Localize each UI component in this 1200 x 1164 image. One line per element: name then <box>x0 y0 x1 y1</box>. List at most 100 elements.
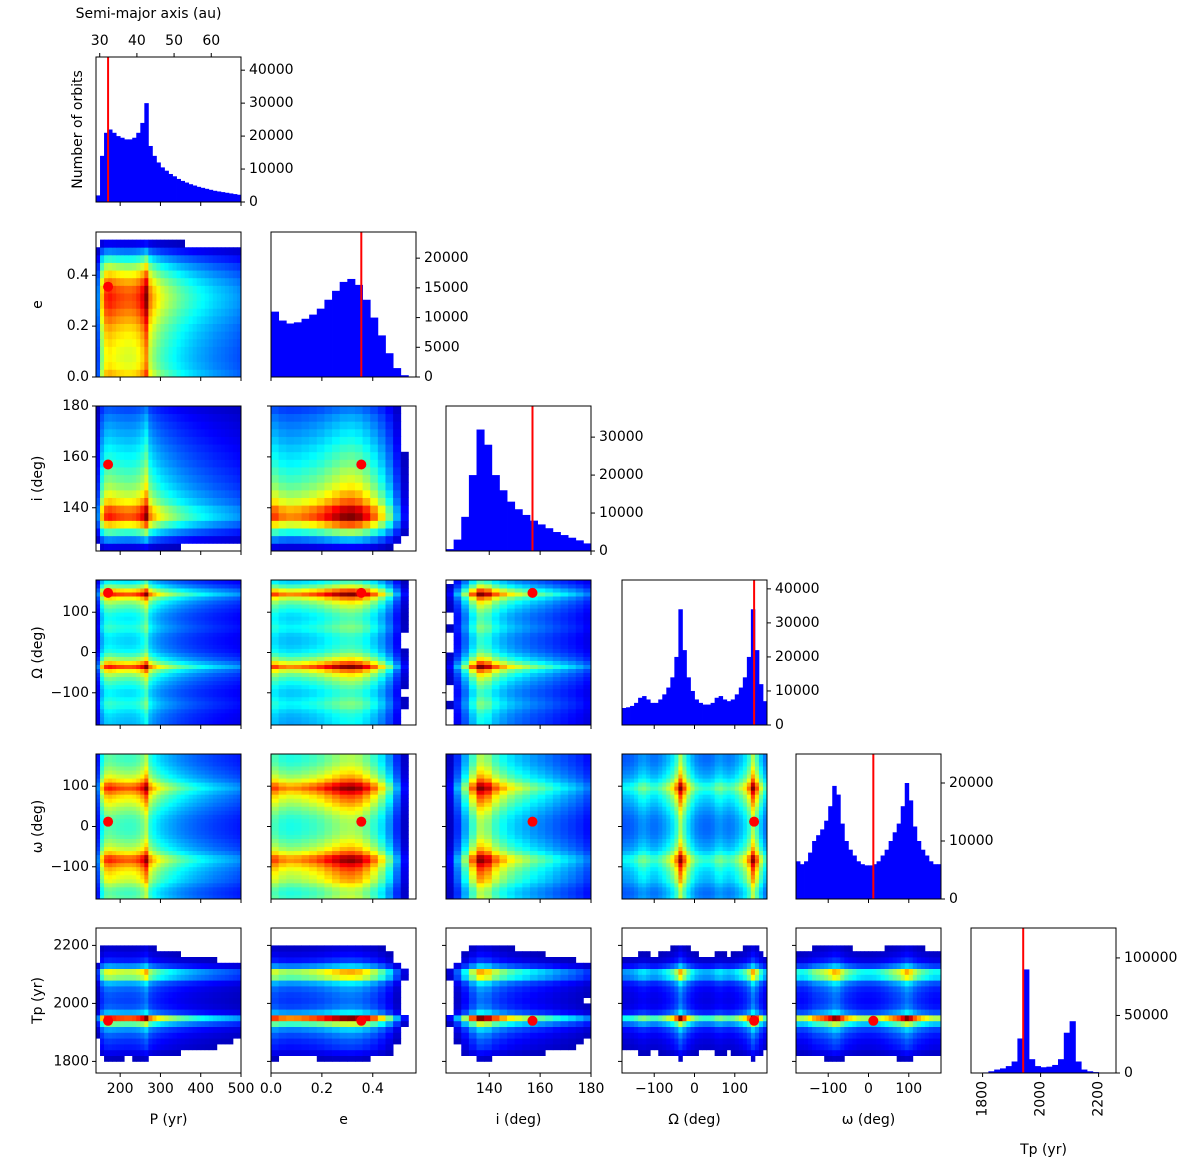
density-cell <box>499 600 508 605</box>
density-cell <box>144 436 149 445</box>
density-cell <box>377 543 386 552</box>
density-cell <box>271 652 280 657</box>
density-cell <box>278 528 287 537</box>
density-cell <box>332 660 341 665</box>
density-cell <box>204 660 210 665</box>
density-cell <box>332 680 341 686</box>
density-cell <box>491 636 500 641</box>
density-cell <box>529 712 538 718</box>
density-cell <box>168 512 173 521</box>
density-cell <box>228 369 234 378</box>
density-cell <box>180 247 186 256</box>
density-cell <box>104 315 109 324</box>
density-cell <box>104 878 109 884</box>
density-cell <box>156 696 161 702</box>
density-cell <box>148 421 153 430</box>
density-cell <box>216 644 222 649</box>
density-cell <box>216 866 222 872</box>
density-cell <box>120 262 125 271</box>
density-cell <box>461 624 470 629</box>
density-cell <box>522 672 531 678</box>
density-cell <box>522 596 531 601</box>
density-cell <box>132 528 137 537</box>
density-cell <box>196 451 202 460</box>
density-cell <box>136 436 141 445</box>
density-cell <box>140 505 145 514</box>
density-cell <box>216 354 222 363</box>
density-cell <box>529 664 538 670</box>
density-cell <box>362 489 371 498</box>
density-cell <box>196 361 202 370</box>
density-cell <box>216 467 222 476</box>
density-cell <box>293 676 302 682</box>
density-cell <box>120 676 125 682</box>
density-cell <box>491 608 500 613</box>
density-cell <box>476 684 485 690</box>
density-cell <box>354 528 363 537</box>
density-cell <box>354 428 363 437</box>
density-cell <box>200 361 206 370</box>
density-cell <box>545 664 554 670</box>
density-cell <box>568 672 577 678</box>
density-cell <box>537 632 546 637</box>
density-cell <box>286 660 295 665</box>
density-cell <box>476 612 485 617</box>
density-cell <box>228 608 234 613</box>
density-cell <box>156 692 161 698</box>
density-cell <box>301 668 310 674</box>
density-cell <box>236 620 242 625</box>
density-cell <box>152 874 157 880</box>
density-cell <box>301 436 310 445</box>
density-cell <box>132 708 137 714</box>
density-cell <box>168 604 173 609</box>
density-cell <box>112 459 117 468</box>
density-cell <box>224 421 230 430</box>
panel <box>96 754 242 900</box>
density-cell <box>104 850 109 856</box>
density-cell <box>168 628 173 633</box>
density-cell <box>220 293 226 302</box>
density-cell <box>216 369 222 378</box>
density-cell <box>362 700 371 706</box>
density-cell <box>271 528 280 537</box>
density-cell <box>128 254 133 263</box>
density-cell <box>132 890 137 896</box>
density-cell <box>212 338 218 347</box>
density-cell <box>104 270 109 279</box>
density-cell <box>204 886 210 892</box>
density-cell <box>100 406 105 415</box>
density-cell <box>216 535 222 544</box>
density-cell <box>168 596 173 601</box>
density-cell <box>212 676 218 682</box>
density-cell <box>537 612 546 617</box>
density-cell <box>192 858 198 864</box>
density-cell <box>537 608 546 613</box>
density-cell <box>220 520 226 529</box>
density-cell <box>208 636 214 641</box>
density-cell <box>116 688 121 694</box>
density-cell <box>286 664 295 670</box>
density-cell <box>176 474 181 483</box>
density-cell <box>156 444 161 453</box>
density-cell <box>180 720 186 726</box>
density-cell <box>132 716 137 722</box>
density-cell <box>184 608 190 613</box>
density-cell <box>568 584 577 589</box>
density-cell <box>128 624 133 629</box>
density-cell <box>192 346 198 355</box>
density-cell <box>128 608 133 613</box>
density-cell <box>208 354 214 363</box>
density-cell <box>552 676 561 682</box>
density-cell <box>156 543 161 552</box>
density-cell <box>124 247 129 256</box>
density-cell <box>192 331 198 340</box>
density-cell <box>370 644 379 649</box>
density-cell <box>148 467 153 476</box>
density-cell <box>132 886 137 892</box>
density-cell <box>196 406 202 415</box>
density-cell <box>385 648 394 653</box>
density-cell <box>236 672 242 678</box>
density-cell <box>112 528 117 537</box>
hist-bar <box>742 677 748 725</box>
density-cell <box>208 866 214 872</box>
